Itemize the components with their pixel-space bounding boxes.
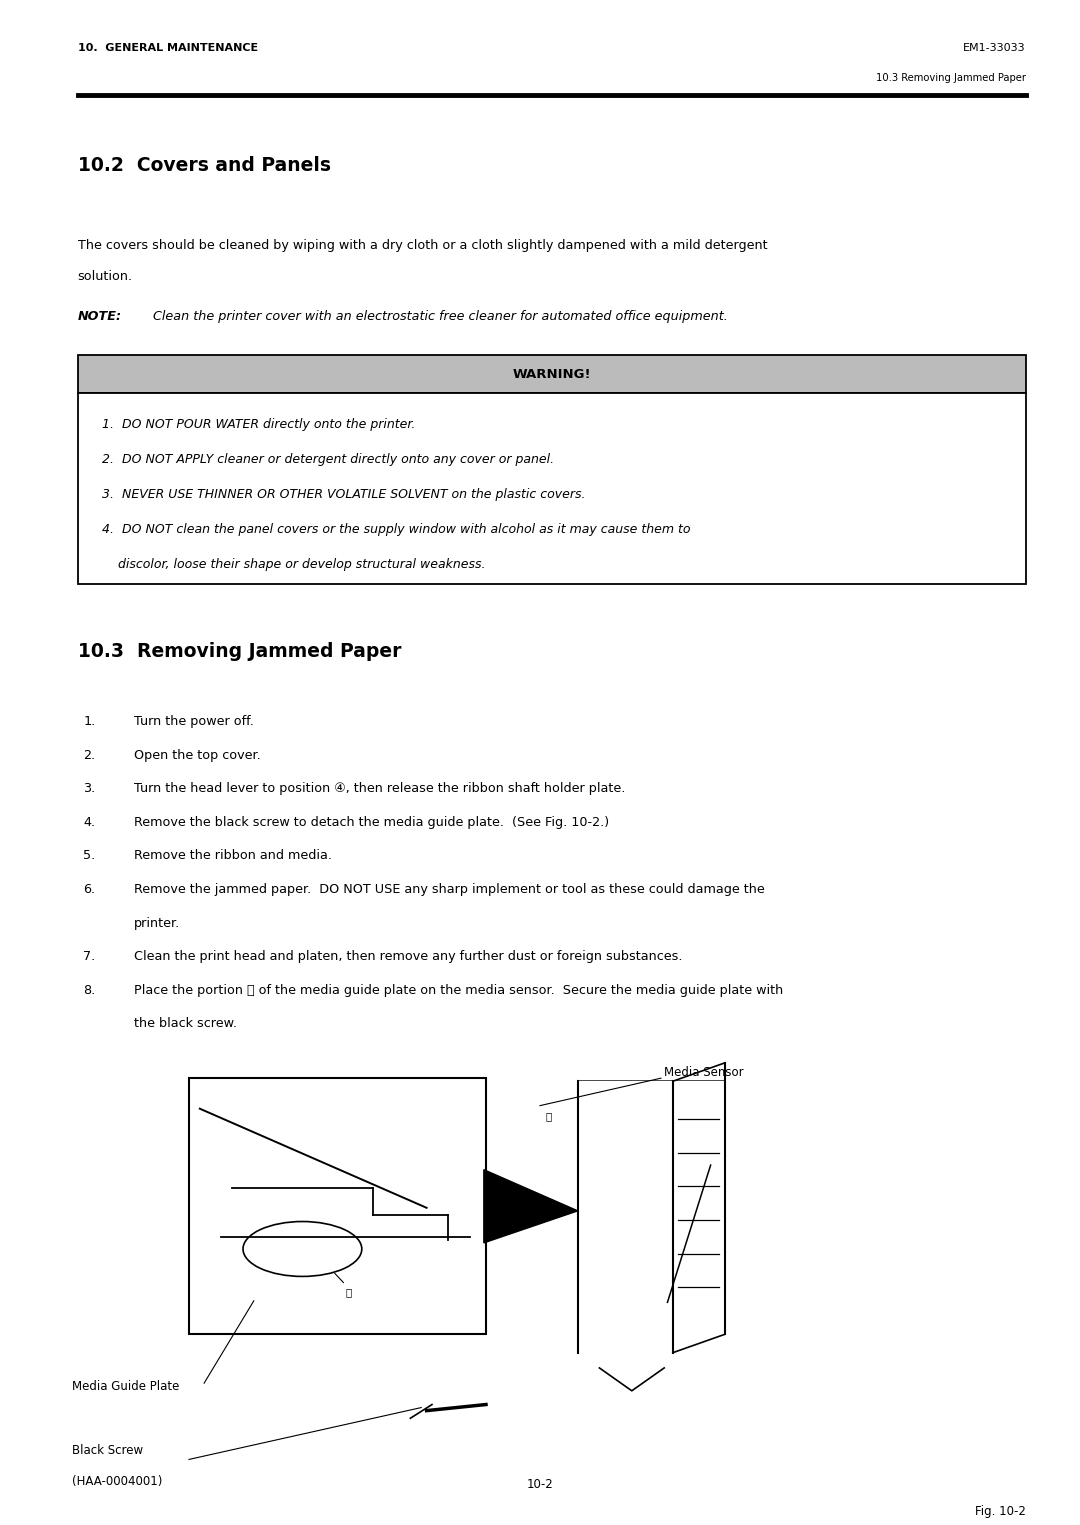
Text: WARNING!: WARNING! xyxy=(513,368,591,381)
Polygon shape xyxy=(484,1170,578,1243)
FancyBboxPatch shape xyxy=(78,355,1026,393)
Text: Remove the jammed paper.  DO NOT USE any sharp implement or tool as these could : Remove the jammed paper. DO NOT USE any … xyxy=(134,883,765,897)
Text: (HAA-0004001): (HAA-0004001) xyxy=(72,1475,163,1488)
Text: 7.: 7. xyxy=(83,950,95,964)
Bar xyxy=(189,1078,486,1334)
Text: solution.: solution. xyxy=(78,270,133,284)
Text: 6.: 6. xyxy=(83,883,95,897)
Text: 10.3  Removing Jammed Paper: 10.3 Removing Jammed Paper xyxy=(78,642,402,660)
Text: 10-2: 10-2 xyxy=(527,1478,553,1491)
Text: The covers should be cleaned by wiping with a dry cloth or a cloth slightly damp: The covers should be cleaned by wiping w… xyxy=(78,239,768,253)
Text: EM1-33033: EM1-33033 xyxy=(963,43,1026,53)
Text: the black screw.: the black screw. xyxy=(134,1017,237,1031)
Text: 10.  GENERAL MAINTENANCE: 10. GENERAL MAINTENANCE xyxy=(78,43,258,53)
Text: Fig. 10-2: Fig. 10-2 xyxy=(975,1505,1026,1519)
Text: Clean the printer cover with an electrostatic free cleaner for automated office : Clean the printer cover with an electros… xyxy=(145,310,728,323)
Text: Media Guide Plate: Media Guide Plate xyxy=(72,1380,179,1394)
Text: 10.2  Covers and Panels: 10.2 Covers and Panels xyxy=(78,156,330,174)
Text: 5.: 5. xyxy=(83,849,95,863)
Text: 4.: 4. xyxy=(83,816,95,830)
Text: Turn the power off.: Turn the power off. xyxy=(134,715,254,729)
Text: Turn the head lever to position ④, then release the ribbon shaft holder plate.: Turn the head lever to position ④, then … xyxy=(134,782,625,796)
Text: Place the portion Ⓑ of the media guide plate on the media sensor.  Secure the me: Place the portion Ⓑ of the media guide p… xyxy=(134,984,783,997)
FancyBboxPatch shape xyxy=(78,393,1026,584)
Text: Black Screw: Black Screw xyxy=(72,1444,144,1458)
Text: 4.  DO NOT clean the panel covers or the supply window with alcohol as it may ca: 4. DO NOT clean the panel covers or the … xyxy=(102,523,690,537)
Text: Remove the ribbon and media.: Remove the ribbon and media. xyxy=(134,849,332,863)
Text: Open the top cover.: Open the top cover. xyxy=(134,749,260,762)
Text: 2.  DO NOT APPLY cleaner or detergent directly onto any cover or panel.: 2. DO NOT APPLY cleaner or detergent dir… xyxy=(102,453,554,467)
Text: 1.  DO NOT POUR WATER directly onto the printer.: 1. DO NOT POUR WATER directly onto the p… xyxy=(102,418,415,432)
Text: 1.: 1. xyxy=(83,715,95,729)
Text: 8.: 8. xyxy=(83,984,95,997)
Text: Ⓑ: Ⓑ xyxy=(346,1287,352,1296)
Text: discolor, loose their shape or develop structural weakness.: discolor, loose their shape or develop s… xyxy=(102,558,485,572)
Text: Remove the black screw to detach the media guide plate.  (See Fig. 10-2.): Remove the black screw to detach the med… xyxy=(134,816,609,830)
Text: printer.: printer. xyxy=(134,917,180,930)
Text: Ⓑ: Ⓑ xyxy=(545,1112,552,1121)
Text: 3.  NEVER USE THINNER OR OTHER VOLATILE SOLVENT on the plastic covers.: 3. NEVER USE THINNER OR OTHER VOLATILE S… xyxy=(102,488,585,502)
Text: Media Sensor: Media Sensor xyxy=(664,1066,744,1080)
Text: 3.: 3. xyxy=(83,782,95,796)
Text: 2.: 2. xyxy=(83,749,95,762)
Text: Clean the print head and platen, then remove any further dust or foreign substan: Clean the print head and platen, then re… xyxy=(134,950,683,964)
Text: NOTE:: NOTE: xyxy=(78,310,122,323)
Text: 10.3 Removing Jammed Paper: 10.3 Removing Jammed Paper xyxy=(876,73,1026,84)
